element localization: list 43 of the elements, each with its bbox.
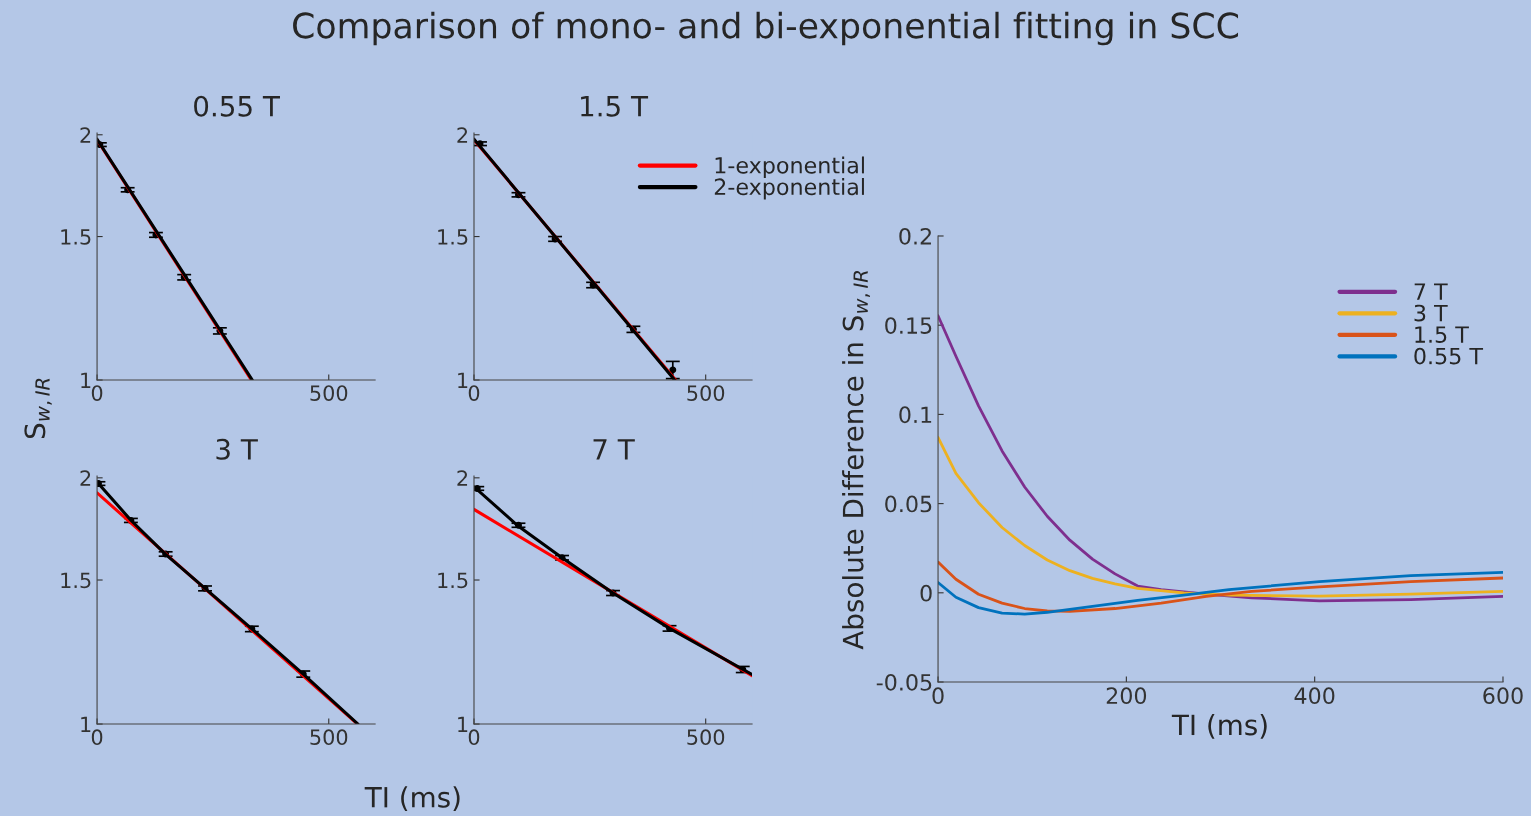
x-tick-label: 600 [1483,687,1523,705]
x-tick-label: 0 [932,687,944,705]
x-axis-title: TI (ms) [1171,713,1267,739]
y-tick-label: -0.05 [876,673,932,691]
y-tick-label: 1.5 [438,229,468,245]
y-tick-label: 1 [458,372,468,388]
y-tick-label: 0.15 [885,317,932,334]
x-tick-label: 0 [468,385,480,401]
x-tick-label: 500 [310,385,348,401]
y-tick-label: 1 [81,372,91,388]
y-tick-label: 1.5 [61,229,91,245]
y-tick-label: 1.5 [438,572,468,589]
chart-title: 1.5 T [581,96,649,117]
legend-label: 3 T [1414,304,1448,322]
x-tick-label: 0 [91,385,103,401]
y-tick-label: 1.5 [61,572,91,589]
y-tick-label: 0.2 [899,227,931,245]
y-tick-label: 2 [80,127,91,143]
text: Comparison of mono- and bi-exponential fitting in SCC [293,11,1239,46]
chart-title: 7 T [593,439,635,460]
y-axis-title: Absolute Difference in S$_{w,IR}$ [842,271,870,650]
x-tick-label: 500 [687,385,725,401]
legend-label: 0.55 T [1414,347,1484,365]
y-tick-label: 1 [458,716,468,732]
y-tick-label: 0.1 [899,406,932,424]
x-tick-label: 400 [1294,687,1335,705]
y-tick-label: 0.05 [885,495,932,513]
chart-title: 0.55 T [194,95,280,117]
y-tick-label: 0 [920,584,932,602]
x-axis-title: TI (ms) [364,786,460,812]
y-axis-title: S$_{w,IR}$ [24,378,52,439]
y-tick-label: 2 [457,470,468,486]
y-tick-label: 2 [80,470,91,486]
x-tick-label: 200 [1106,687,1147,705]
y-tick-label: 1 [81,716,91,732]
legend-label: 1-exponential [715,156,864,178]
legend-label: 1.5 T [1415,326,1469,343]
x-tick-label: 500 [310,729,348,746]
legend-label: 2-exponential [714,177,864,200]
legend-label: 7 T [1414,283,1448,300]
chart-title: 3 T [216,438,258,460]
x-tick-label: 500 [687,729,725,746]
y-tick-label: 2 [457,127,468,143]
